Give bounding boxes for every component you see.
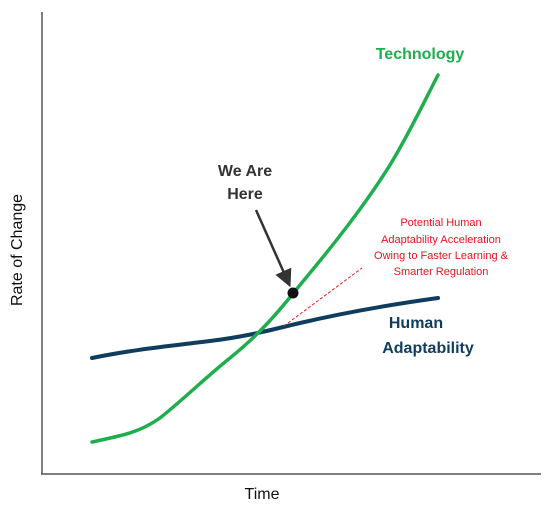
technology-label: Technology xyxy=(376,46,465,63)
marker-label: Here xyxy=(227,186,263,203)
here-dot xyxy=(287,287,299,299)
acceleration-line xyxy=(283,267,363,327)
annotation-line: Owing to Faster Learning & xyxy=(374,250,509,262)
human-label: Human xyxy=(389,315,443,332)
y-axis-label: Rate of Change xyxy=(9,194,26,306)
annotation-line: Adaptability Acceleration xyxy=(381,234,501,246)
x-axis-label: Time xyxy=(245,486,280,503)
marker-label: We Are xyxy=(218,163,272,180)
annotation-line: Potential Human xyxy=(400,217,481,229)
technology-curve xyxy=(90,73,440,444)
human-curve xyxy=(90,296,440,360)
pointer-arrow xyxy=(254,209,292,288)
human-label: Adaptability xyxy=(382,340,474,357)
annotation-line: Smarter Regulation xyxy=(394,266,489,278)
